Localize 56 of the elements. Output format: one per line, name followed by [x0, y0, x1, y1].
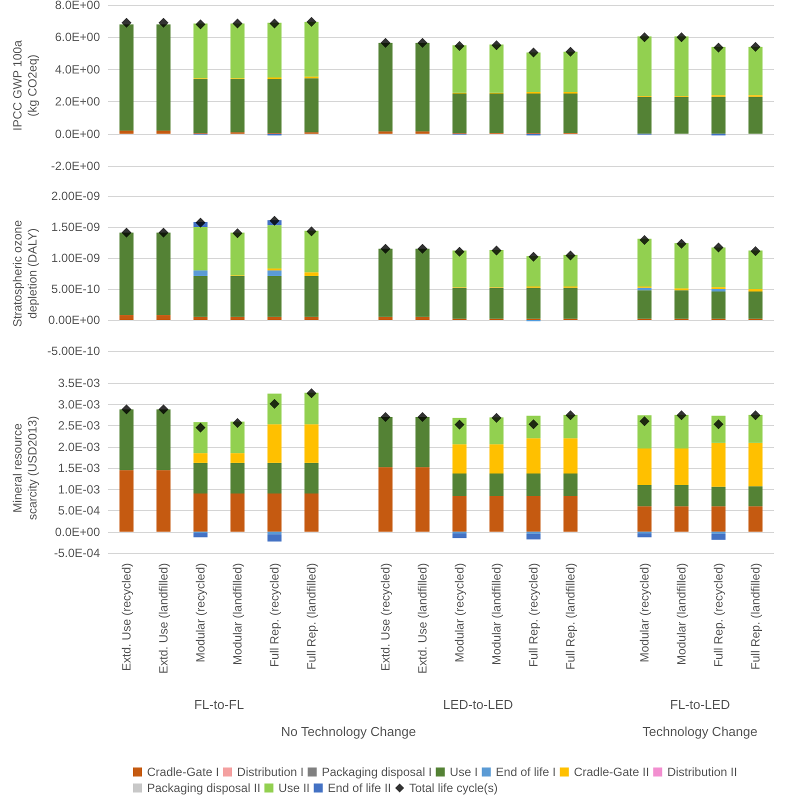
legend-label: Cradle-Gate I	[147, 765, 220, 779]
legend-label: Total life cycle(s)	[409, 781, 498, 795]
x-tick-label: Modular (recycled)	[452, 563, 466, 662]
legend-label: End of life II	[328, 781, 392, 795]
text: No Technology Change	[281, 724, 416, 739]
y-tick-label: -5.0E-04	[54, 546, 100, 560]
x-tick-label: Full Rep. (landfilled)	[564, 563, 578, 670]
y-axis-title: Stratospheric ozone depletion (DALY)	[10, 220, 40, 327]
text: FL-to-LED	[670, 697, 730, 712]
legend-label: Packaging disposal II	[147, 781, 260, 795]
legend-label: Packaging disposal I	[322, 765, 432, 779]
y-tick-label: -5.00E-10	[47, 344, 100, 358]
y-tick-label: 5.00E-10	[51, 282, 100, 296]
x-tick-label: Full Rep. (landfilled)	[304, 563, 318, 670]
x-tick-label: Full Rep. (landfilled)	[748, 563, 762, 670]
x-tick-label: Modular (landfilled)	[230, 562, 244, 666]
y-tick-label: 8.0E+00	[54, 0, 100, 12]
y-tick-label: 4.0E+00	[54, 62, 100, 76]
text: LED-to-LED	[442, 697, 514, 712]
x-tick-label: Modular (landfilled)	[490, 562, 504, 666]
y-tick-label: 1.0E-03	[58, 482, 100, 496]
y-tick-label: 1.00E-09	[51, 251, 100, 265]
y-tick-label: 2.00E-09	[51, 189, 100, 203]
legend-label: Distribution II	[667, 765, 738, 779]
y-tick-label: 0.0E+00	[54, 126, 100, 141]
x-tick-label: Extd. Use (recycled)	[120, 563, 134, 672]
x-tick-label: Modular (recycled)	[194, 563, 208, 662]
legend-label: Cradle-Gate II	[574, 765, 650, 779]
legend-label: Distribution I	[237, 765, 304, 779]
legend-label: Use I	[450, 765, 478, 779]
legend-label: End of life I	[496, 765, 556, 779]
x-tick-label: Extd. Use (landfilled)	[416, 563, 430, 674]
y-tick-label: 3.0E-03	[58, 397, 100, 412]
y-tick-label: 2.5E-03	[58, 418, 100, 432]
y-tick-label: 0.00E+00	[48, 313, 100, 327]
y-tick-label: 0.0E+00	[54, 524, 100, 539]
x-tick-label: Full Rep. (recycled)	[268, 563, 282, 668]
x-tick-label: Full Rep. (recycled)	[712, 563, 726, 668]
text: FL-to-FL	[194, 697, 244, 712]
y-axis-title: IPCC GWP 100a (kg CO2eq)	[10, 40, 40, 131]
y-tick-label: 6.0E+00	[54, 30, 100, 44]
x-tick-label: Extd. Use (landfilled)	[156, 563, 170, 674]
y-axis-title: Mineral resource scarcity (USD2013)	[10, 416, 40, 520]
y-tick-label: 5.0E-04	[58, 504, 100, 518]
y-tick-label: 2.0E+00	[54, 94, 100, 109]
y-tick-label: 1.5E-03	[58, 461, 100, 475]
y-tick-label: -2.0E+00	[50, 159, 100, 173]
x-tick-label: Full Rep. (recycled)	[526, 563, 540, 668]
legend-label: Use II	[278, 781, 310, 795]
y-tick-label: 2.0E-03	[58, 440, 100, 454]
y-tick-label: 3.5E-03	[58, 376, 100, 390]
x-tick-label: Extd. Use (recycled)	[378, 563, 392, 672]
text: Technology Change	[642, 724, 758, 739]
x-tick-label: Modular (landfilled)	[674, 562, 688, 666]
x-tick-label: Modular (recycled)	[638, 563, 652, 662]
y-tick-label: 1.50E-09	[51, 220, 100, 234]
